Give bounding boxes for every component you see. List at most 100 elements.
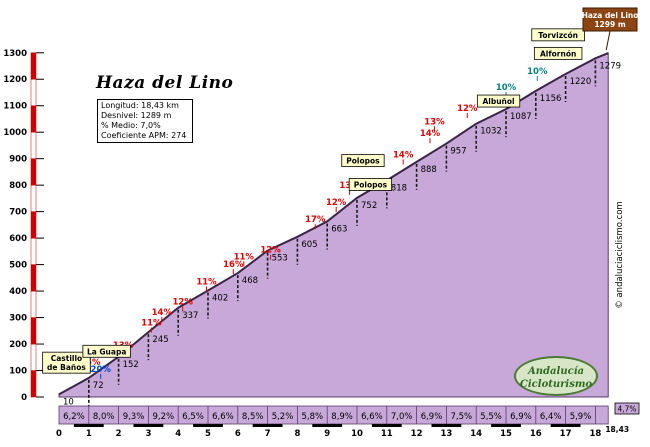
peak-gradient-11: 12% [326, 198, 347, 208]
place-box-2 [341, 154, 385, 168]
x-axis-segment-9 [312, 424, 343, 427]
km-gradient-17: 6,4% [540, 412, 562, 422]
y-tick-label-1100: 1100 [3, 102, 27, 112]
altitude-label-3: 245 [152, 335, 168, 345]
place-label-2-0: Polopos [346, 157, 380, 166]
altitude-label-7: 553 [272, 254, 288, 264]
y-axis-band-6 [30, 211, 37, 239]
x-tick-label-14: 14 [470, 429, 482, 439]
altitude-label-15: 1087 [510, 112, 532, 122]
place-box-1 [82, 344, 131, 358]
altitude-label-12: 888 [421, 165, 437, 175]
y-tick-label-500: 500 [9, 261, 27, 271]
x-tick-label-0: 0 [56, 429, 62, 439]
y-tick-label-200: 200 [9, 340, 27, 350]
peak-gradient-8: 11% [234, 252, 255, 262]
chart-title: Haza del Lino [96, 73, 234, 93]
place-box-4 [476, 94, 521, 108]
peak-gradient-10: 17% [305, 215, 326, 225]
y-tick-label-0: 0 [21, 393, 27, 403]
km-gradient-11: 6,6% [361, 412, 383, 422]
y-axis-band-12 [30, 52, 37, 80]
x-tick-label-1: 1 [86, 429, 92, 439]
y-tick-label-1300: 1300 [3, 49, 27, 59]
altitude-label-1: 72 [93, 381, 104, 391]
km-gradient-1: 6,2% [63, 412, 85, 422]
x-tick-label-9: 9 [324, 429, 330, 439]
place-label-4-0: Albuñol [482, 97, 514, 106]
x-tick-label-4: 4 [175, 429, 181, 439]
place-box-0 [42, 351, 91, 374]
info-length: Longitud: 18,43 km [101, 101, 179, 110]
km-gradient-4: 9,2% [152, 412, 174, 422]
altitude-label-17: 1220 [570, 77, 592, 87]
y-axis-band-10 [30, 105, 37, 133]
y-tick-label-600: 600 [9, 234, 27, 244]
peak-gradient-1: 20% [91, 365, 112, 375]
x-tick-label-10: 10 [351, 429, 363, 439]
site-credit: © andaluciaciclismo.com [612, 190, 628, 320]
profile-line [58, 52, 609, 396]
x-tick-label-8: 8 [294, 429, 300, 439]
y-axis-band-9 [30, 131, 37, 159]
x-tick-label-12: 12 [411, 429, 423, 439]
x-tick-label-5: 5 [205, 429, 211, 439]
x-tick-label-3: 3 [145, 429, 151, 439]
y-axis-band-2 [30, 317, 37, 345]
brand-logo: Andalucía Cicloturismo [514, 356, 598, 396]
peak-gradient-4: 14% [152, 308, 173, 318]
peak-gradient-17: 10% [496, 83, 517, 93]
km-gradient-13: 6,9% [421, 412, 443, 422]
altitude-label-14: 1032 [480, 127, 502, 137]
info-box: Longitud: 18,43 km Desnivel: 1289 m % Me… [97, 99, 193, 143]
km-gradient-5: 6,5% [182, 412, 204, 422]
altitude-label-13: 957 [450, 147, 466, 157]
brand-logo-line2: Cicloturismo [519, 379, 593, 390]
info-average-grade: % Medio: 7,0% [101, 121, 161, 130]
y-tick-label-1200: 1200 [3, 75, 27, 85]
summit-pointer [605, 30, 611, 51]
x-axis-segment-11 [371, 424, 402, 427]
y-tick-label-400: 400 [9, 287, 27, 297]
km-gradient-9: 5,8% [301, 412, 323, 422]
altitude-label-9: 663 [331, 224, 347, 234]
x-tick-label-17: 17 [560, 429, 572, 439]
place-label-6-0: Torvizcón [538, 31, 578, 40]
y-axis-band-8 [30, 158, 37, 186]
place-label-3-0: Polopos [354, 180, 388, 189]
x-axis-segment-7 [252, 424, 283, 427]
info-elevation-gain: Desnivel: 1289 m [101, 111, 172, 120]
km-gradient-2: 8,0% [93, 412, 115, 422]
altitude-label-4: 337 [182, 311, 198, 321]
place-label-5-0: Alfornón [540, 49, 576, 58]
altitude-label-8: 605 [301, 240, 317, 250]
x-axis-segment-5 [193, 424, 223, 427]
place-label-0-0: Castillo [51, 354, 82, 363]
altitude-label-16: 1156 [540, 94, 562, 104]
x-tick-label-18: 18 [589, 429, 601, 439]
y-tick-label-1000: 1000 [3, 128, 27, 138]
altitude-label-10: 752 [361, 201, 377, 211]
x-end-label: 18,43 [605, 425, 629, 434]
km-gradient-16: 6,9% [510, 412, 532, 422]
place-box-5 [533, 46, 583, 60]
x-tick-label-16: 16 [530, 429, 542, 439]
y-axis-band-1 [30, 343, 37, 371]
place-box-3 [348, 178, 393, 191]
summit-altitude: 1299 m [594, 20, 625, 29]
altitude-label-2: 152 [123, 360, 139, 370]
x-axis-segment-3 [133, 424, 164, 427]
x-axis-segment-1 [73, 424, 104, 427]
last-gradient-box [614, 402, 640, 415]
x-tick-label-2: 2 [116, 429, 122, 439]
y-axis-band-11 [30, 78, 37, 106]
peak-gradient-18: 10% [527, 67, 548, 77]
x-tick-label-15: 15 [500, 429, 512, 439]
peak-gradient-6: 11% [196, 277, 217, 287]
y-axis-band-3 [30, 290, 37, 318]
y-tick-label-900: 900 [9, 155, 27, 165]
altitude-label-18: 1279 [599, 61, 621, 71]
y-axis-band-5 [30, 237, 37, 265]
x-axis-segment-17 [550, 424, 581, 427]
